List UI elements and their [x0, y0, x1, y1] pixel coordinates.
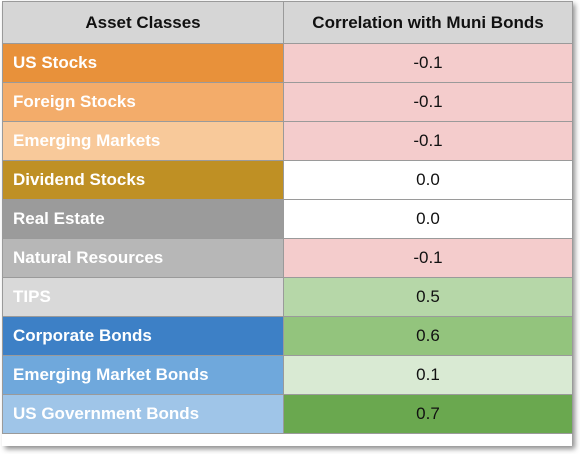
correlation-value-cell: -0.1: [283, 238, 573, 278]
correlation-value-cell: 0.0: [283, 160, 573, 200]
asset-name-cell: Corporate Bonds: [2, 316, 284, 356]
table-row: TIPS 0.5: [2, 277, 573, 317]
asset-name-cell: Emerging Market Bonds: [2, 355, 284, 395]
table-row: Dividend Stocks 0.0: [2, 160, 573, 200]
table-row: Corporate Bonds 0.6: [2, 316, 573, 356]
asset-name-cell: Real Estate: [2, 199, 284, 239]
table-row: Natural Resources -0.1: [2, 238, 573, 278]
correlation-value-cell: -0.1: [283, 121, 573, 161]
correlation-table-frame: Asset Classes Correlation with Muni Bond…: [2, 1, 573, 446]
correlation-value-cell: -0.1: [283, 82, 573, 122]
asset-name-cell: Natural Resources: [2, 238, 284, 278]
table-row: Emerging Markets -0.1: [2, 121, 573, 161]
header-row: Asset Classes Correlation with Muni Bond…: [2, 1, 573, 44]
table-row: Foreign Stocks -0.1: [2, 82, 573, 122]
asset-name-cell: Dividend Stocks: [2, 160, 284, 200]
asset-name-cell: US Government Bonds: [2, 394, 284, 434]
correlation-value-cell: 0.1: [283, 355, 573, 395]
correlation-value-cell: 0.7: [283, 394, 573, 434]
asset-name-cell: US Stocks: [2, 43, 284, 83]
table-row: US Government Bonds 0.7: [2, 394, 573, 434]
asset-name-cell: Foreign Stocks: [2, 82, 284, 122]
correlation-value-cell: 0.6: [283, 316, 573, 356]
correlation-table: Asset Classes Correlation with Muni Bond…: [2, 1, 573, 434]
correlation-value-cell: 0.0: [283, 199, 573, 239]
header-asset-classes: Asset Classes: [2, 1, 284, 44]
table-row: Emerging Market Bonds 0.1: [2, 355, 573, 395]
correlation-value-cell: 0.5: [283, 277, 573, 317]
asset-name-cell: TIPS: [2, 277, 284, 317]
table-row: Real Estate 0.0: [2, 199, 573, 239]
correlation-value-cell: -0.1: [283, 43, 573, 83]
asset-name-cell: Emerging Markets: [2, 121, 284, 161]
table-row: US Stocks -0.1: [2, 43, 573, 83]
header-correlation: Correlation with Muni Bonds: [283, 1, 573, 44]
